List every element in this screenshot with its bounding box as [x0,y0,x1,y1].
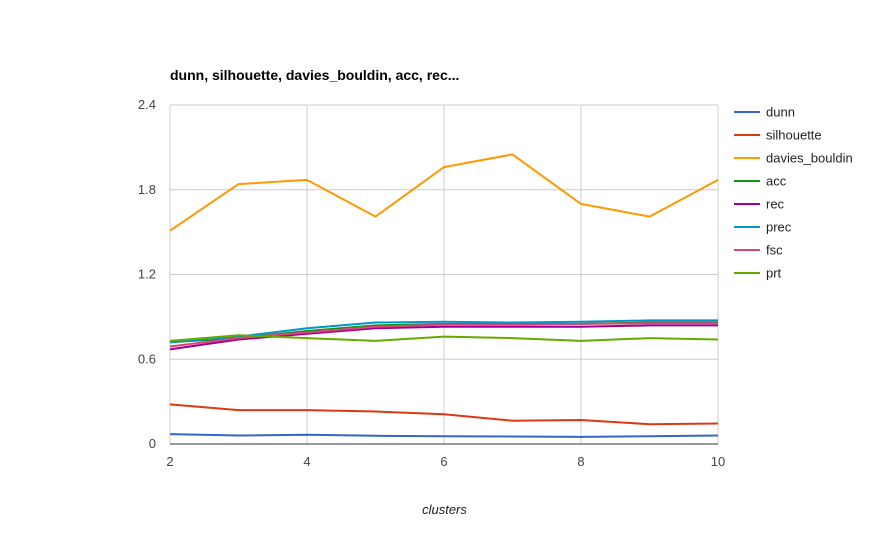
chart-title: dunn, silhouette, davies_bouldin, acc, r… [170,67,459,83]
x-axis-ticks: 2 4 6 8 10 [166,454,725,469]
x-tick-label: 8 [577,454,584,469]
legend-label-prec: prec [766,220,792,235]
x-tick-label: 10 [711,454,725,469]
y-tick-label: 0.6 [138,351,156,366]
legend-label-acc: acc [766,174,787,189]
legend-label-silhouette: silhouette [766,128,822,143]
y-tick-label: 0 [149,436,156,451]
series-lines [169,153,719,438]
x-tick-label: 2 [166,454,173,469]
y-axis-ticks: 0 0.6 1.2 1.8 2.4 [138,97,156,451]
x-tick-label: 4 [303,454,310,469]
legend-label-prt: prt [766,266,782,281]
x-tick-label: 6 [440,454,447,469]
series-line-silhouette [169,403,719,426]
y-tick-label: 2.4 [138,97,156,112]
legend-label-fsc: fsc [766,243,783,258]
series-line-prec [169,319,718,344]
legend-label-davies_bouldin: davies_bouldin [766,151,853,166]
series-line-rec [169,324,718,351]
gridlines [169,104,719,444]
legend-label-dunn: dunn [766,105,795,120]
series-line-dunn [169,433,719,438]
series-line-davies_bouldin [169,153,719,232]
y-tick-label: 1.8 [138,182,156,197]
legend-label-rec: rec [766,197,785,212]
x-axis-label: clusters [422,502,467,517]
series-line-prt [169,334,719,342]
y-tick-label: 1.2 [138,267,156,282]
